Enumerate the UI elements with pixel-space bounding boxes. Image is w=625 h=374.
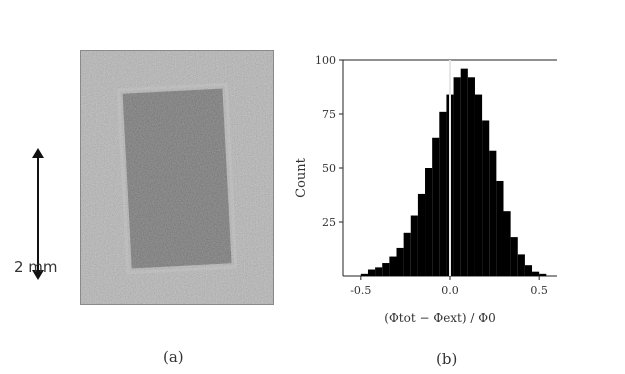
histogram-bar [474,94,483,276]
histogram-bar [496,180,504,276]
histogram-bar [417,193,426,276]
y-tick-label: 100 [315,54,336,67]
histogram-bar [510,237,518,276]
histogram-bar [532,271,540,276]
histogram-bar [482,120,490,276]
histogram-bar [425,168,433,276]
y-tick-label: 25 [322,216,336,229]
x-tick-label: 0.0 [441,284,459,297]
histogram-bar [439,111,447,276]
caption-a: (a) [163,348,184,366]
histogram-bar [382,263,390,276]
histogram-bar [503,211,511,276]
histogram-bar [410,215,418,276]
scale-bar-icon [32,148,44,280]
histogram-bar [375,267,383,276]
histogram-bar [396,247,404,276]
histogram-chart: 25 50 75 100 -0.5 0.0 0.5 Count (Φtot − Φext) / … [294,54,557,325]
scale-bar-label: 2 mm [14,258,58,276]
histogram-bar [467,77,475,276]
y-tick-label: 75 [322,108,336,121]
histogram-bar [517,254,525,276]
x-axis-label: (Φtot − Φext) / Φ0 [384,311,495,325]
histogram-bar [539,273,547,276]
histogram-bar [489,150,497,276]
histogram-bar [432,137,440,276]
histogram-bar [367,269,376,276]
histogram-bar [360,273,368,276]
y-tick-label: 50 [322,162,336,175]
micrograph-image [80,50,274,305]
x-tick-label: -0.5 [350,284,371,297]
histogram-bar [460,68,468,276]
y-axis-label: Count [294,157,309,198]
caption-b: (b) [436,350,458,368]
histogram-bar [524,265,533,276]
histogram-bar [453,77,461,276]
x-tick-label: 0.5 [530,284,548,297]
histogram-bar [389,256,397,276]
histogram-bar [403,232,411,276]
